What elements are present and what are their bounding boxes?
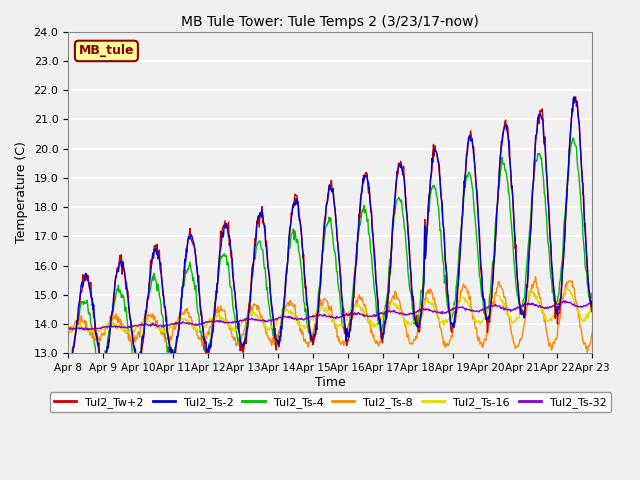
Text: MB_tule: MB_tule xyxy=(79,45,134,58)
Y-axis label: Temperature (C): Temperature (C) xyxy=(15,142,28,243)
Title: MB Tule Tower: Tule Temps 2 (3/23/17-now): MB Tule Tower: Tule Temps 2 (3/23/17-now… xyxy=(181,15,479,29)
Legend: Tul2_Tw+2, Tul2_Ts-2, Tul2_Ts-4, Tul2_Ts-8, Tul2_Ts-16, Tul2_Ts-32: Tul2_Tw+2, Tul2_Ts-2, Tul2_Ts-4, Tul2_Ts… xyxy=(50,393,611,412)
X-axis label: Time: Time xyxy=(315,376,346,389)
